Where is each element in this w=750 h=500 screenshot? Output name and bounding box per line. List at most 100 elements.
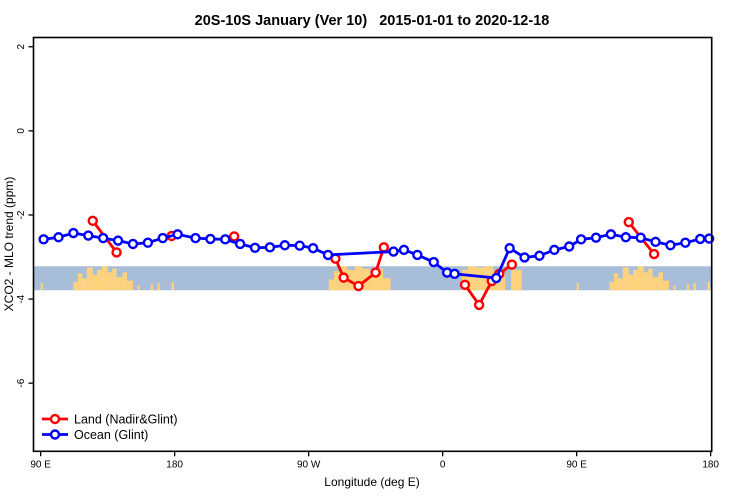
ocean-data-point — [127, 238, 139, 250]
land-mask-shape — [77, 273, 83, 291]
chart-title: 20S-10S January (Ver 10) 2015-01-01 to 2… — [195, 13, 550, 29]
land-mask-shape — [609, 281, 614, 291]
y-tick-label: -4 — [16, 294, 27, 303]
ocean-data-point — [112, 235, 124, 246]
legend-ocean-marker — [49, 429, 61, 440]
land-data-point — [338, 272, 349, 283]
land-mask-shape — [613, 273, 619, 291]
land-mask-shape — [652, 277, 659, 291]
land-data-point — [353, 280, 364, 292]
ocean-data-point — [650, 236, 661, 248]
land-data-point — [623, 216, 634, 228]
ocean-data-point — [620, 232, 631, 243]
ocean-data-point — [68, 227, 79, 239]
land-data-point — [229, 231, 240, 242]
land-mask-shape — [137, 285, 140, 291]
land-data-point — [648, 248, 660, 260]
x-tick-label: 90 E — [566, 459, 587, 470]
land-data-point — [473, 299, 485, 311]
x-tick-label: 180 — [702, 459, 719, 470]
land-mask-shape — [648, 268, 653, 291]
ocean-data-point — [264, 242, 276, 253]
ocean-data-point — [575, 234, 587, 245]
ocean-data-point — [549, 244, 560, 256]
ocean-data-point — [519, 252, 530, 263]
ocean-data-point — [695, 233, 706, 245]
land-mask-shape — [369, 273, 378, 291]
land-mask-shape — [347, 269, 355, 291]
land-mask-shape — [112, 268, 117, 291]
land-mask-shape — [40, 283, 43, 291]
ocean-data-point — [504, 242, 515, 254]
land-mask-shape — [673, 285, 676, 291]
ocean-data-point — [635, 232, 646, 243]
land-mask-shape — [86, 267, 93, 291]
ocean-data-point — [97, 232, 109, 244]
land-mask-shape — [328, 279, 334, 291]
land-mask-shape — [658, 272, 664, 291]
ocean-data-point — [190, 232, 201, 244]
land-mask-shape — [576, 283, 579, 291]
land-mask-shape — [383, 278, 391, 291]
land-mask-shape — [333, 271, 340, 291]
land-data-point — [87, 215, 98, 227]
ocean-data-point — [605, 229, 617, 240]
ocean-data-point — [38, 234, 49, 245]
ocean-data-point — [665, 240, 676, 251]
ocean-data-point — [322, 249, 334, 261]
land-mask-shape — [475, 267, 485, 291]
land-mask-shape — [101, 266, 108, 291]
x-tick-label: 90 W — [297, 459, 321, 470]
legend-ocean-label: Ocean (Glint) — [74, 428, 148, 442]
land-mask-shape — [637, 266, 644, 291]
ocean-data-point — [388, 246, 399, 257]
ocean-data-point — [590, 232, 602, 243]
y-axis-title: XCO2 - MLO trend (ppm) — [2, 177, 16, 312]
land-mask-shape — [92, 274, 98, 291]
land-mask-shape — [122, 272, 128, 291]
land-data-point — [506, 259, 518, 270]
ocean-data-point — [412, 249, 423, 261]
legend: Land (Nadir&Glint) Ocean (Glint) — [42, 413, 178, 442]
ocean-data-point — [398, 244, 410, 256]
land-mask-shape — [377, 268, 384, 291]
land-mask-shape — [499, 274, 506, 291]
land-mask-shape — [643, 272, 649, 291]
x-axis-title: Longitude (deg E) — [324, 475, 419, 489]
ocean-data-point — [279, 240, 291, 251]
plot-frame — [32, 36, 713, 453]
land-mask-shape — [354, 266, 363, 291]
land-data-point — [378, 242, 390, 253]
ocean-data-point — [234, 238, 246, 250]
ocean-data-point — [83, 230, 94, 241]
land-mask-shape — [150, 284, 154, 291]
ocean-data-point — [491, 272, 502, 284]
chart-generated-layers — [33, 215, 715, 311]
ocean-data-point — [307, 242, 319, 254]
ocean-data-point — [534, 250, 545, 261]
ocean-data-point — [205, 233, 216, 245]
ocean-data-point — [680, 237, 691, 248]
y-tick-label: 2 — [16, 44, 27, 50]
ocean-data-point — [428, 256, 439, 268]
legend-land-label: Land (Nadir&Glint) — [74, 413, 178, 427]
land-mask-shape — [693, 283, 696, 291]
land-mask-shape — [633, 269, 638, 291]
land-data-point — [111, 247, 122, 258]
chart-generated-axes: 90 E 180 90 W 0 90 E 180 2 0 -2 -4 -6 — [16, 44, 719, 471]
land-mask-shape — [686, 284, 690, 291]
ocean-data-point — [564, 241, 575, 252]
y-tick-label: -6 — [16, 378, 27, 387]
ocean-data-point — [157, 232, 168, 244]
land-mask-shape — [511, 269, 522, 291]
land-data-point — [459, 279, 471, 290]
land-mask-shape — [73, 281, 78, 291]
land-mask-shape — [107, 272, 113, 291]
x-tick-label: 90 E — [30, 459, 51, 470]
ocean-data-point — [172, 229, 183, 240]
land-mask-shape — [663, 280, 669, 291]
x-tick-label: 0 — [440, 459, 446, 470]
ocean-data-point — [53, 232, 64, 243]
